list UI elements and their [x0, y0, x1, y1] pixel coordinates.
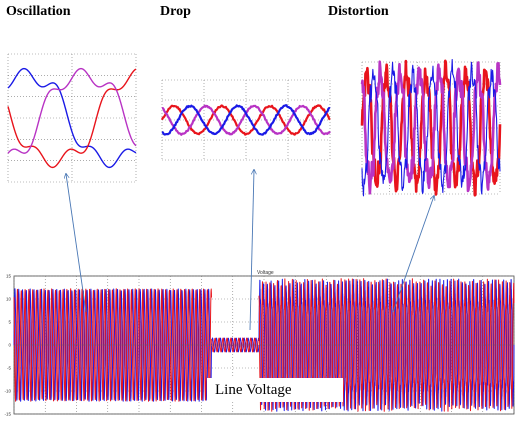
oscillation-title: Oscillation: [6, 4, 71, 19]
main-distortion-series-0: [258, 278, 515, 412]
y-tick-label: 10: [6, 297, 12, 302]
drop-arrow: [249, 170, 254, 331]
drop-inset-plot: [160, 79, 331, 161]
oscillation-inset-plot: [7, 53, 137, 183]
drop-title: Drop: [160, 4, 191, 19]
distortion-arrow: [392, 196, 434, 313]
distortion-title: Distortion: [328, 4, 389, 19]
oscillation-series-1: [7, 68, 137, 169]
line-voltage-caption: Line Voltage: [207, 378, 343, 402]
oscillation-series-0: [7, 67, 137, 169]
y-tick-label: 15: [6, 274, 12, 279]
pointer-arrows: [66, 170, 434, 331]
y-tick-label: -5: [7, 366, 11, 371]
distortion-series-1: [360, 60, 502, 195]
distortion-series-2: [361, 59, 501, 197]
y-tick-label: 5: [8, 320, 11, 325]
y-tick-label: -10: [4, 389, 11, 394]
y-tick-label: 0: [8, 343, 11, 348]
main-oscillation-series-0: [13, 288, 212, 402]
distortion-series-0: [360, 59, 502, 197]
main-plot-title: Voltage: [257, 270, 274, 276]
main-drop-series-1: [211, 337, 260, 353]
distortion-inset-plot: [360, 59, 502, 197]
oscillation-series-2: [7, 67, 137, 154]
drop-series-2: [161, 104, 331, 136]
y-tick-label: -15: [4, 412, 11, 417]
main-oscillation-series-1: [13, 288, 212, 402]
oscillation-arrow: [66, 174, 87, 313]
